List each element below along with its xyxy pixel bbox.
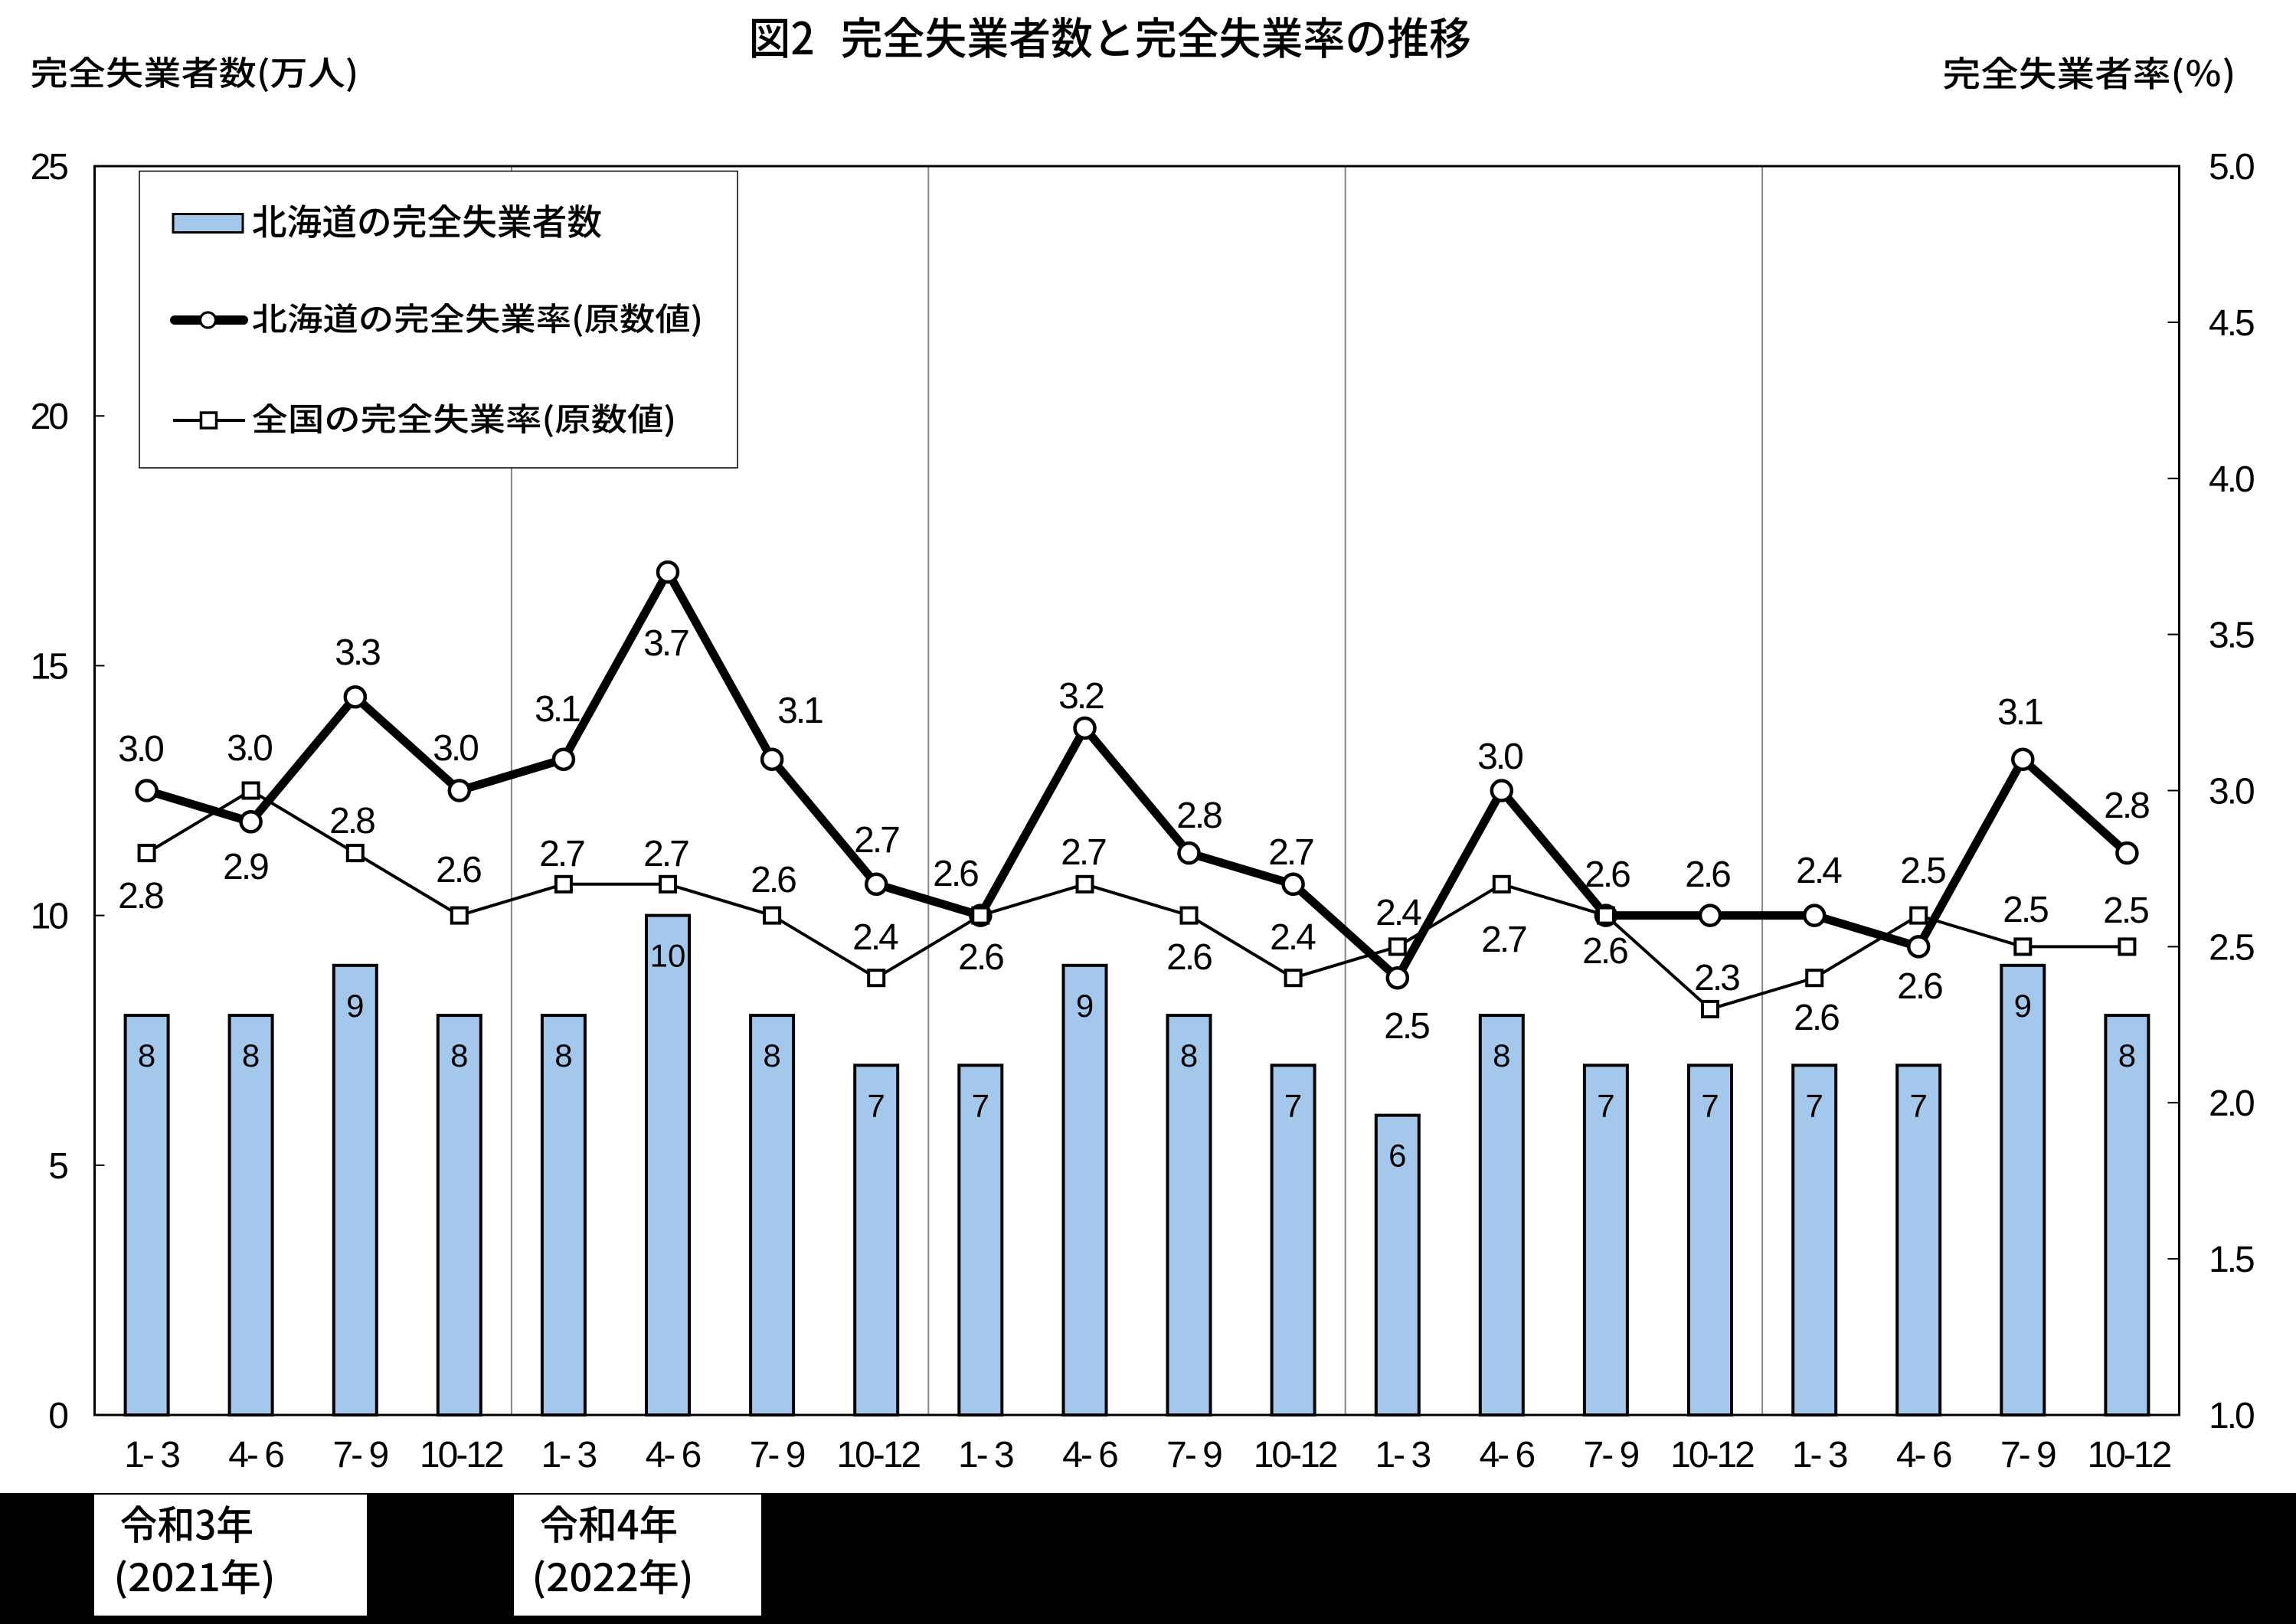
svg-text:2.9: 2.9: [223, 847, 268, 887]
svg-text:2.8: 2.8: [1176, 796, 1222, 836]
svg-text:7- 9: 7- 9: [332, 1435, 388, 1475]
svg-text:7: 7: [972, 1087, 989, 1123]
svg-text:7: 7: [1284, 1087, 1302, 1123]
svg-text:4- 6: 4- 6: [1896, 1435, 1951, 1475]
svg-text:7: 7: [868, 1087, 885, 1123]
svg-text:3.2: 3.2: [1058, 676, 1104, 717]
svg-text:1- 3: 1- 3: [124, 1435, 179, 1475]
svg-text:2.6: 2.6: [933, 854, 978, 894]
svg-text:2.5: 2.5: [2103, 890, 2148, 931]
svg-text:4- 6: 4- 6: [228, 1435, 283, 1475]
svg-text:0: 0: [48, 1396, 67, 1436]
svg-text:5: 5: [48, 1146, 67, 1187]
svg-text:1- 3: 1- 3: [1792, 1435, 1847, 1475]
svg-text:2.5: 2.5: [1900, 851, 1945, 891]
svg-text:1- 3: 1- 3: [541, 1435, 597, 1475]
svg-text:4- 6: 4- 6: [1062, 1435, 1117, 1475]
svg-text:2.4: 2.4: [1375, 893, 1421, 933]
svg-text:2.7: 2.7: [854, 820, 899, 861]
svg-text:4- 6: 4- 6: [646, 1435, 701, 1475]
svg-text:3.7: 3.7: [643, 623, 688, 664]
svg-text:2.3: 2.3: [1694, 958, 1739, 998]
svg-text:9: 9: [1076, 988, 1094, 1024]
svg-text:3.0: 3.0: [433, 728, 478, 769]
svg-text:3.1: 3.1: [1997, 692, 2043, 733]
svg-text:25: 25: [31, 147, 68, 188]
svg-text:3.1: 3.1: [535, 689, 580, 730]
svg-text:2.8: 2.8: [2104, 786, 2149, 826]
svg-text:2.5: 2.5: [1384, 1006, 1429, 1047]
svg-text:10-12: 10-12: [1670, 1435, 1754, 1475]
svg-text:10-12: 10-12: [420, 1435, 503, 1475]
svg-text:20: 20: [31, 397, 68, 437]
svg-text:6: 6: [1388, 1138, 1406, 1174]
svg-text:4.0: 4.0: [2209, 459, 2254, 500]
svg-text:7: 7: [1806, 1087, 1823, 1123]
svg-text:9: 9: [346, 988, 364, 1024]
svg-text:3.0: 3.0: [2209, 772, 2254, 812]
svg-text:15: 15: [31, 646, 68, 687]
svg-text:5.0: 5.0: [2209, 147, 2254, 188]
svg-text:3.0: 3.0: [1477, 737, 1522, 777]
svg-text:2.4: 2.4: [1270, 917, 1316, 958]
svg-text:1.5: 1.5: [2209, 1240, 2254, 1280]
svg-text:2.6: 2.6: [1582, 931, 1627, 972]
svg-text:7: 7: [1910, 1087, 1928, 1123]
svg-text:2.6: 2.6: [1166, 937, 1212, 978]
svg-text:2.0: 2.0: [2209, 1083, 2254, 1124]
svg-text:8: 8: [763, 1037, 780, 1073]
svg-text:2.4: 2.4: [1796, 851, 1842, 891]
svg-text:2.8: 2.8: [329, 801, 374, 841]
svg-text:2.6: 2.6: [1897, 966, 1942, 1007]
svg-text:3.5: 3.5: [2209, 616, 2254, 656]
svg-text:3.0: 3.0: [118, 729, 163, 770]
svg-text:3.1: 3.1: [777, 691, 823, 731]
svg-text:10-12: 10-12: [2088, 1435, 2171, 1475]
svg-text:9: 9: [2014, 988, 2032, 1024]
svg-text:8: 8: [450, 1037, 468, 1073]
svg-text:4.5: 4.5: [2209, 303, 2254, 344]
svg-text:2.5: 2.5: [2209, 927, 2254, 968]
svg-text:7: 7: [1701, 1087, 1719, 1123]
svg-text:3.0: 3.0: [227, 728, 272, 769]
svg-text:8: 8: [2118, 1037, 2136, 1073]
svg-text:2.6: 2.6: [751, 860, 796, 900]
svg-text:7- 9: 7- 9: [750, 1435, 805, 1475]
svg-text:7- 9: 7- 9: [1166, 1435, 1222, 1475]
svg-text:10-12: 10-12: [836, 1435, 920, 1475]
svg-text:8: 8: [554, 1037, 572, 1073]
svg-text:2.7: 2.7: [1481, 920, 1526, 960]
svg-text:2.6: 2.6: [1585, 854, 1630, 895]
svg-text:2.7: 2.7: [643, 834, 688, 874]
svg-text:2.8: 2.8: [118, 876, 163, 917]
svg-text:1- 3: 1- 3: [958, 1435, 1013, 1475]
svg-text:2.4: 2.4: [852, 917, 898, 958]
svg-text:10-12: 10-12: [1254, 1435, 1337, 1475]
svg-text:4- 6: 4- 6: [1479, 1435, 1534, 1475]
svg-text:7- 9: 7- 9: [2000, 1435, 2056, 1475]
svg-text:8: 8: [138, 1037, 155, 1073]
svg-text:7- 9: 7- 9: [1584, 1435, 1639, 1475]
svg-text:1.0: 1.0: [2209, 1396, 2254, 1436]
svg-text:2.6: 2.6: [1794, 998, 1839, 1038]
svg-text:2.5: 2.5: [2003, 890, 2048, 930]
svg-text:8: 8: [242, 1037, 260, 1073]
svg-text:2.6: 2.6: [436, 850, 481, 890]
svg-text:2.7: 2.7: [1268, 832, 1313, 873]
svg-text:2.7: 2.7: [539, 834, 584, 874]
svg-text:7: 7: [1597, 1087, 1614, 1123]
svg-text:10: 10: [650, 938, 686, 974]
svg-text:2.6: 2.6: [958, 937, 1003, 978]
svg-text:10: 10: [31, 897, 68, 937]
svg-text:2.6: 2.6: [1685, 854, 1730, 895]
svg-text:8: 8: [1493, 1037, 1510, 1073]
svg-text:8: 8: [1180, 1037, 1198, 1073]
svg-text:3.3: 3.3: [335, 632, 380, 673]
svg-text:1- 3: 1- 3: [1375, 1435, 1430, 1475]
svg-text:2.7: 2.7: [1061, 832, 1106, 873]
